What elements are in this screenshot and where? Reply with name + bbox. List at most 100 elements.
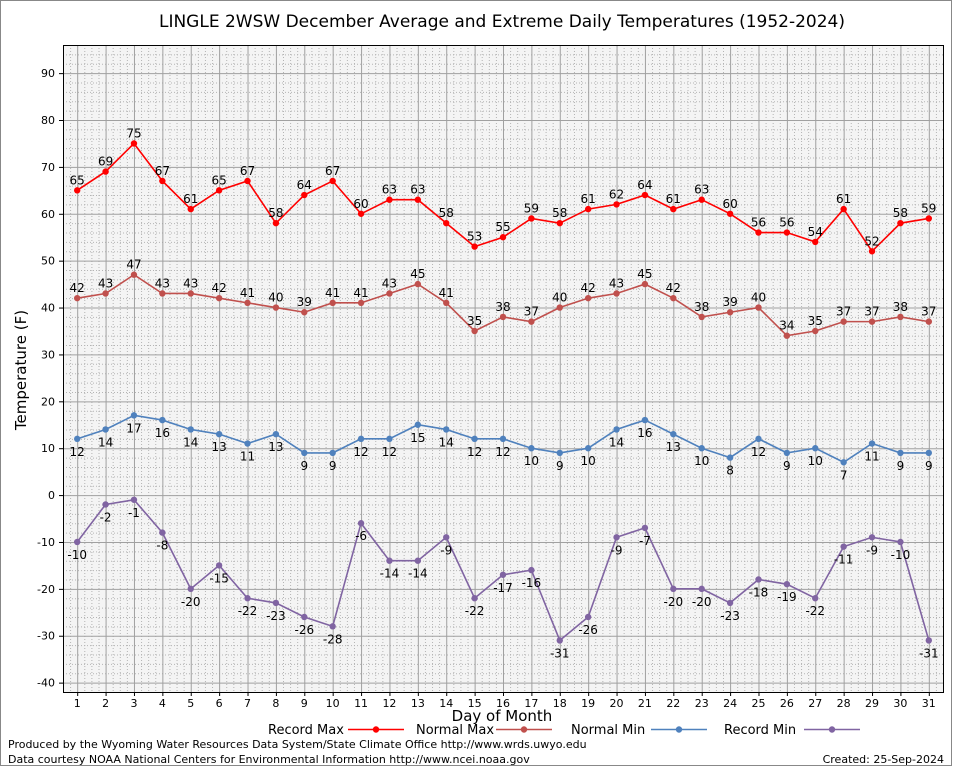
- normal-max-point: [471, 327, 478, 335]
- normal-min-point: [130, 412, 138, 419]
- normal-max-point: [868, 318, 876, 325]
- y-tick-label: 40: [41, 302, 55, 315]
- record-max-data-label: 56: [779, 216, 794, 230]
- normal-max-data-label: 37: [836, 305, 851, 319]
- normal-min-point: [499, 435, 507, 443]
- normal-min-point: [528, 445, 535, 452]
- record-min-data-label: -20: [664, 595, 684, 609]
- record-min-point: [272, 599, 280, 607]
- record-max-data-label: 63: [694, 183, 709, 197]
- normal-min-point: [641, 416, 649, 424]
- x-tick-label: 10: [326, 697, 340, 710]
- x-tick-label: 9: [301, 697, 308, 710]
- record-min-point: [443, 534, 450, 541]
- normal-min-point: [244, 440, 251, 447]
- normal-max-data-label: 38: [694, 300, 709, 314]
- normal-min-point: [187, 426, 194, 433]
- record-max-point: [726, 210, 734, 217]
- record-min-point: [301, 613, 308, 621]
- y-axis-title: Temperature (F): [12, 310, 30, 431]
- record-min-point: [670, 585, 677, 593]
- record-max-data-label: 58: [893, 206, 908, 220]
- record-min-data-label: -20: [692, 595, 712, 609]
- x-tick-label: 18: [553, 697, 567, 710]
- normal-min-data-label: 9: [300, 459, 308, 473]
- record-min-point: [755, 576, 762, 583]
- normal-min-data-label: 14: [98, 435, 113, 449]
- record-max-data-label: 59: [921, 201, 936, 215]
- record-max-data-label: 64: [297, 178, 312, 192]
- normal-min-point: [670, 430, 677, 438]
- x-tick-label: 13: [411, 697, 425, 710]
- normal-min-point: [159, 416, 166, 424]
- normal-max-data-label: 41: [353, 286, 368, 300]
- record-min-point: [414, 557, 422, 564]
- record-max-point: [897, 219, 904, 227]
- normal-max-point: [329, 299, 336, 307]
- legend-marker: [520, 726, 528, 733]
- x-tick-label: 6: [216, 697, 223, 710]
- normal-min-data-label: 15: [410, 431, 425, 445]
- record-min-data-label: -19: [777, 590, 797, 604]
- record-min-data-label: -15: [209, 571, 229, 585]
- record-min-point: [584, 613, 592, 621]
- normal-min-point: [272, 430, 280, 438]
- normal-max-point: [670, 294, 677, 302]
- record-max-point: [386, 196, 393, 203]
- normal-min-point: [812, 445, 819, 452]
- record-max-series: 65 69 75 67 61 65 67 58 64 67 60 63 63 58 53 55 59 58 61 62…: [70, 126, 936, 255]
- normal-min-point: [215, 430, 223, 438]
- record-max-point: [613, 201, 620, 208]
- record-min-point: [187, 585, 194, 593]
- record-max-point: [73, 187, 81, 194]
- record-max-point: [443, 219, 450, 227]
- record-min-data-label: -2: [100, 510, 112, 524]
- y-tick-label: 20: [41, 395, 55, 408]
- record-min-data-label: -16: [522, 576, 542, 590]
- normal-min-point: [868, 440, 876, 447]
- record-max-point: [812, 238, 819, 246]
- normal-min-point: [471, 435, 478, 443]
- normal-min-data-label: 16: [155, 426, 170, 440]
- x-tick-label: 11: [354, 697, 368, 710]
- normal-min-point: [102, 426, 109, 433]
- y-tick-label: -20: [37, 583, 55, 596]
- record-max-data-label: 61: [836, 192, 851, 206]
- record-min-data-label: -6: [355, 529, 367, 543]
- normal-max-point: [783, 332, 791, 339]
- x-tick-label: 17: [524, 697, 538, 710]
- normal-max-point: [272, 304, 280, 311]
- record-max-data-label: 55: [495, 220, 510, 234]
- record-min-point: [641, 524, 649, 532]
- record-max-point: [783, 229, 791, 236]
- normal-max-point: [897, 313, 904, 321]
- normal-min-data-label: 10: [524, 454, 539, 468]
- legend-label: Normal Max: [416, 723, 494, 738]
- y-tick-label: 80: [41, 114, 55, 127]
- normal-max-point: [613, 290, 620, 297]
- record-max-data-label: 64: [637, 178, 652, 192]
- normal-min-data-label: 13: [268, 440, 283, 454]
- record-max-data-label: 65: [211, 173, 226, 187]
- record-max-data-label: 67: [240, 164, 255, 178]
- y-tick-label: -40: [37, 677, 55, 690]
- normal-min-point: [755, 435, 762, 443]
- record-min-point: [244, 595, 251, 602]
- y-tick-label: 90: [41, 67, 55, 80]
- record-max-data-label: 54: [808, 225, 823, 239]
- x-tick-label: 30: [893, 697, 907, 710]
- record-max-data-label: 60: [353, 197, 368, 211]
- x-tick-label: 16: [496, 697, 510, 710]
- normal-max-data-label: 40: [552, 291, 567, 305]
- x-tick-label: 31: [922, 697, 936, 710]
- normal-max-data-label: 39: [297, 295, 312, 309]
- record-min-data-label: -9: [611, 543, 623, 557]
- normal-max-data-label: 41: [325, 286, 340, 300]
- normal-max-point: [159, 290, 166, 297]
- normal-max-data-label: 38: [893, 300, 908, 314]
- normal-max-point: [73, 294, 81, 302]
- record-min-data-label: -7: [639, 534, 651, 548]
- normal-max-point: [301, 309, 308, 316]
- normal-max-point: [812, 327, 819, 335]
- record-max-data-label: 69: [98, 155, 113, 169]
